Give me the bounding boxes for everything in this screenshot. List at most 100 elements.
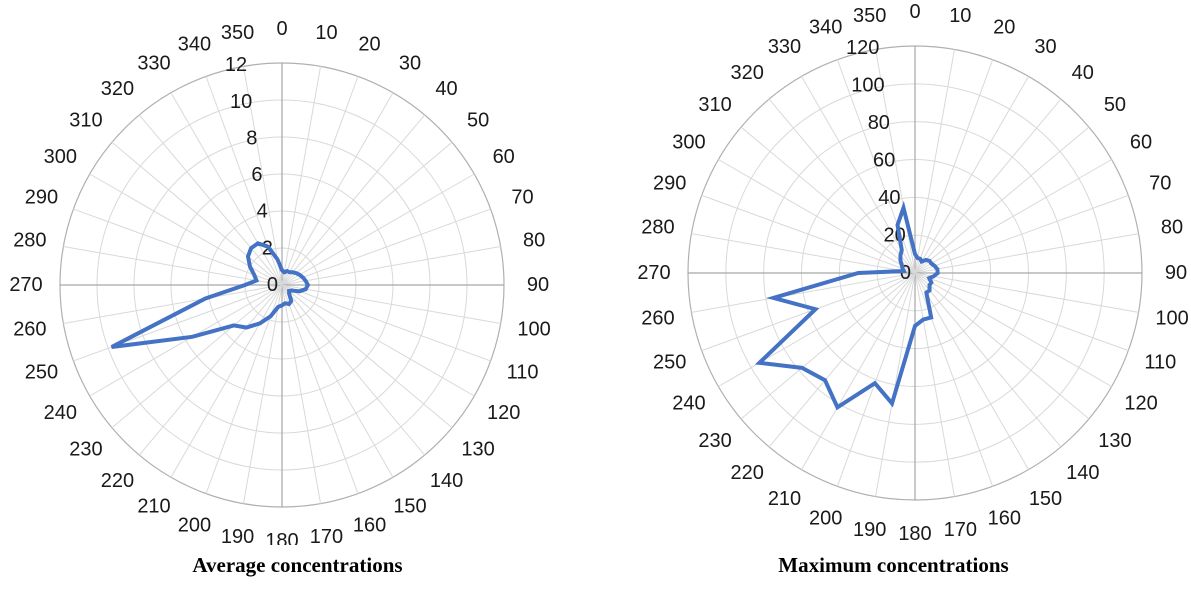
spoke-130 bbox=[281, 284, 453, 429]
spoke-140 bbox=[914, 272, 1062, 448]
angle-tick-label-340: 340 bbox=[178, 33, 211, 55]
spoke-320 bbox=[768, 98, 916, 274]
spoke-110 bbox=[281, 284, 491, 362]
angle-tick-label-230: 230 bbox=[69, 439, 102, 461]
angle-tick-label-280: 280 bbox=[641, 217, 674, 239]
angle-tick-label-80: 80 bbox=[1161, 217, 1183, 239]
angle-tick-label-0: 0 bbox=[276, 18, 287, 40]
angle-tick-label-290: 290 bbox=[653, 173, 686, 195]
angle-tick-label-60: 60 bbox=[493, 146, 515, 168]
spoke-190 bbox=[875, 272, 916, 497]
angle-tick-label-210: 210 bbox=[768, 488, 801, 510]
spoke-140 bbox=[281, 284, 426, 456]
spoke-280 bbox=[63, 245, 283, 286]
angle-tick-label-350: 350 bbox=[853, 5, 886, 27]
spoke-320 bbox=[138, 114, 283, 286]
angle-tick-label-110: 110 bbox=[507, 362, 539, 384]
spoke-260 bbox=[63, 284, 283, 325]
angle-tick-label-100: 100 bbox=[1155, 307, 1188, 329]
angle-tick-label-330: 330 bbox=[137, 52, 170, 74]
spoke-200 bbox=[205, 284, 283, 494]
spoke-290 bbox=[701, 194, 916, 274]
angle-tick-label-320: 320 bbox=[101, 78, 134, 100]
angle-tick-label-310: 310 bbox=[69, 109, 102, 131]
angle-tick-label-300: 300 bbox=[672, 132, 705, 154]
angle-tick-label-90: 90 bbox=[527, 274, 549, 296]
angle-tick-label-310: 310 bbox=[698, 94, 731, 116]
spoke-70 bbox=[914, 194, 1129, 274]
spoke-150 bbox=[914, 272, 1029, 470]
maximum-concentrations-radar-chart: 0 102030405060708090100110120130140150160… bbox=[637, 1, 1188, 545]
angle-tick-label-70: 70 bbox=[511, 186, 533, 208]
angle-tick-label-150: 150 bbox=[393, 496, 426, 518]
angle-tick-label-150: 150 bbox=[1029, 488, 1062, 510]
angle-tick-label-320: 320 bbox=[731, 62, 764, 84]
spoke-310 bbox=[740, 126, 916, 274]
angle-tick-label-180: 180 bbox=[898, 523, 931, 545]
angle-tick-label-250: 250 bbox=[653, 351, 686, 373]
spoke-220 bbox=[768, 272, 916, 448]
spoke-170 bbox=[914, 272, 955, 497]
angle-tick-label-140: 140 bbox=[1066, 462, 1099, 484]
spoke-250 bbox=[701, 272, 916, 352]
angle-tick-label-160: 160 bbox=[353, 515, 386, 537]
spoke-340 bbox=[836, 59, 916, 274]
spoke-210 bbox=[170, 284, 283, 478]
angle-tick-label-80: 80 bbox=[523, 230, 545, 252]
spoke-40 bbox=[914, 98, 1062, 274]
radial-tick-label-12: 12 bbox=[225, 54, 247, 76]
angle-tick-label-300: 300 bbox=[44, 146, 77, 168]
spoke-330 bbox=[801, 76, 916, 274]
angle-tick-label-230: 230 bbox=[698, 430, 731, 452]
angle-tick-label-170: 170 bbox=[310, 526, 343, 545]
angle-tick-label-60: 60 bbox=[1130, 132, 1152, 154]
spoke-80 bbox=[914, 233, 1139, 274]
spoke-190 bbox=[242, 284, 283, 504]
angle-tick-label-40: 40 bbox=[1072, 62, 1094, 84]
series-line-0 bbox=[754, 200, 940, 411]
spoke-230 bbox=[111, 284, 283, 429]
angle-tick-label-50: 50 bbox=[1104, 94, 1126, 116]
spoke-10 bbox=[914, 49, 955, 274]
angle-tick-label-240: 240 bbox=[44, 402, 77, 424]
angle-tick-label-170: 170 bbox=[944, 519, 977, 541]
angle-tick-label-20: 20 bbox=[358, 33, 380, 55]
angle-tick-label-250: 250 bbox=[25, 362, 58, 384]
spoke-260 bbox=[691, 272, 916, 313]
spoke-200 bbox=[836, 272, 916, 487]
angle-tick-label-40: 40 bbox=[435, 78, 457, 100]
angle-tick-label-200: 200 bbox=[178, 515, 211, 537]
spoke-20 bbox=[281, 76, 359, 286]
spoke-290 bbox=[73, 208, 283, 286]
angle-tick-label-30: 30 bbox=[1034, 36, 1056, 58]
angle-tick-label-220: 220 bbox=[101, 470, 134, 492]
angle-tick-label-160: 160 bbox=[988, 507, 1021, 529]
spoke-130 bbox=[914, 272, 1090, 420]
spoke-120 bbox=[281, 284, 475, 397]
angle-tick-label-270: 270 bbox=[637, 262, 670, 284]
angle-tick-label-100: 100 bbox=[517, 318, 550, 340]
angle-tick-label-350: 350 bbox=[221, 22, 254, 44]
angle-tick-label-240: 240 bbox=[672, 393, 705, 415]
spoke-300 bbox=[718, 159, 916, 274]
angle-tick-label-70: 70 bbox=[1149, 173, 1171, 195]
angle-tick-label-220: 220 bbox=[731, 462, 764, 484]
average-concentrations-caption: Average concentrations bbox=[192, 553, 403, 577]
angle-tick-label-90: 90 bbox=[1165, 262, 1187, 284]
radial-tick-label-0: 0 bbox=[267, 274, 278, 296]
angle-tick-label-260: 260 bbox=[641, 307, 674, 329]
radial-tick-label-6: 6 bbox=[251, 164, 262, 186]
angle-tick-label-210: 210 bbox=[137, 496, 170, 518]
spoke-20 bbox=[914, 59, 994, 274]
spoke-50 bbox=[281, 141, 453, 286]
angle-tick-label-180: 180 bbox=[265, 530, 298, 545]
angle-tick-label-200: 200 bbox=[809, 507, 842, 529]
spoke-30 bbox=[914, 76, 1029, 274]
spoke-170 bbox=[281, 284, 322, 504]
radial-tick-label-100: 100 bbox=[851, 75, 884, 97]
spoke-230 bbox=[740, 272, 916, 420]
angle-tick-label-260: 260 bbox=[13, 318, 46, 340]
series-line-0 bbox=[110, 241, 311, 349]
spoke-70 bbox=[281, 208, 491, 286]
angle-tick-label-20: 20 bbox=[993, 17, 1015, 39]
